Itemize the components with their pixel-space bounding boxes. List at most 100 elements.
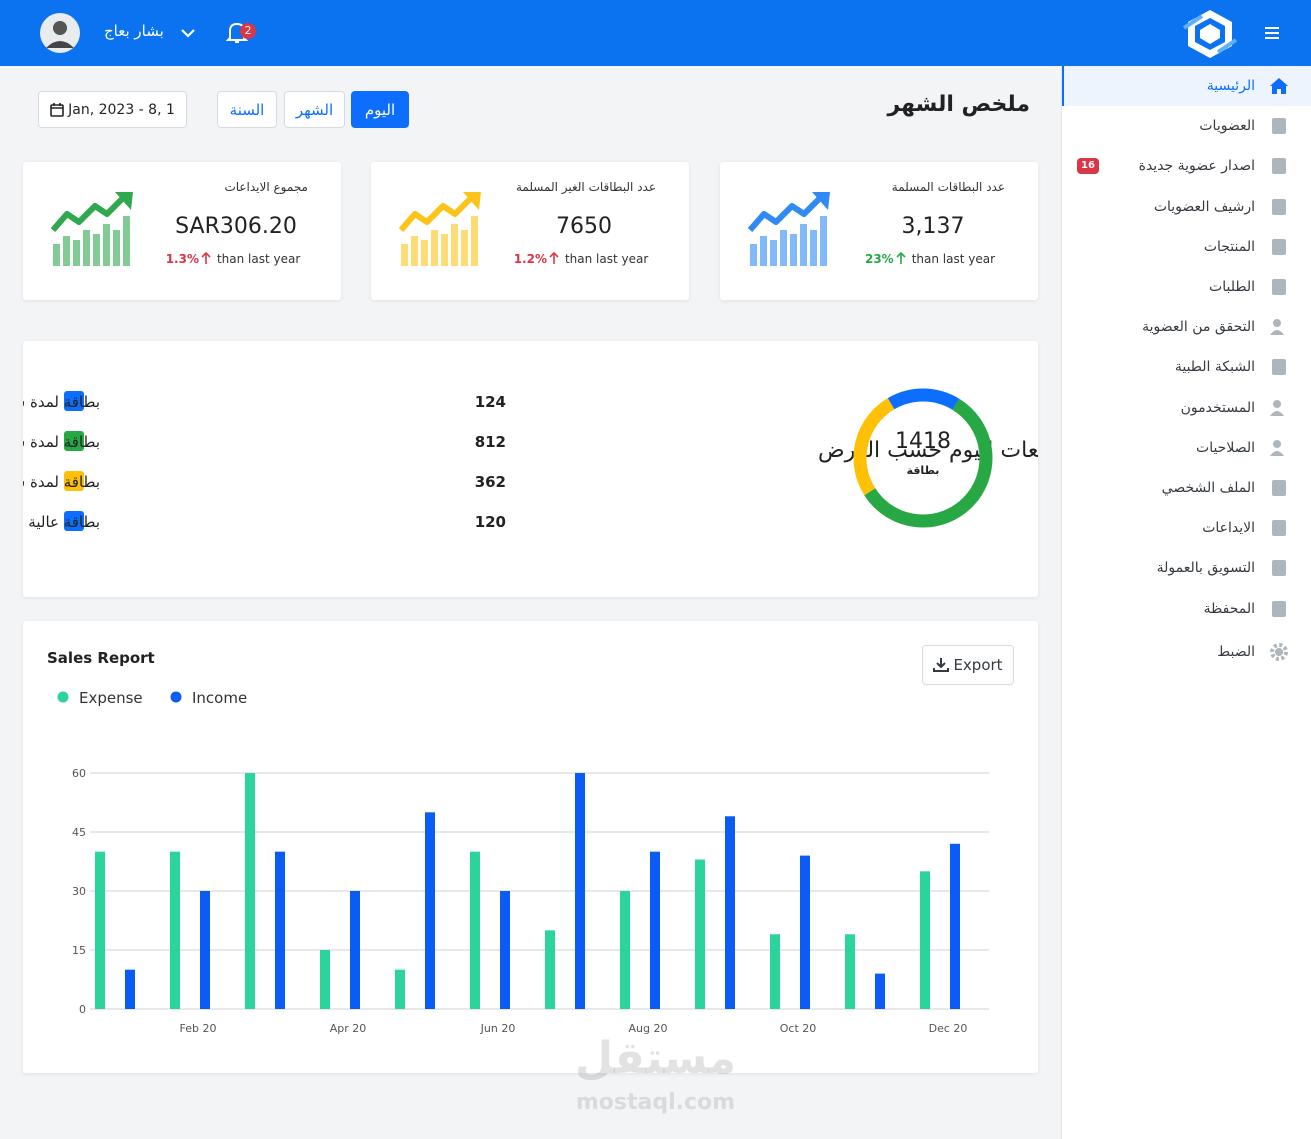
sidebar-item[interactable]: الضبط [1217,644,1255,660]
icon-bar [113,230,120,266]
x-tick-label: Feb 20 [180,1022,217,1035]
period-button[interactable]: الشهر [284,91,345,128]
period-button[interactable]: اليوم [351,91,409,128]
sidebar-item[interactable]: المستخدمون [1180,399,1255,416]
trend-arrow [201,251,211,264]
arrow-shape [549,251,559,264]
icon-trend [748,193,825,232]
bar [920,871,930,1009]
sidebar-icon [1272,118,1286,135]
icon-bar [820,216,827,266]
stat-icon [399,192,481,266]
bar-chart: Sales Report Expense Income 0 15 30 45 60 Feb 20… [47,649,989,1035]
icon-arrowhead [463,192,481,210]
chevron[interactable] [180,26,196,40]
sidebar-icon [1272,279,1286,295]
sidebar-item[interactable]: الايداعات [1202,520,1255,537]
bar [275,851,285,1009]
sidebar-icon [1270,319,1284,336]
x-tick-label: Oct 20 [780,1022,817,1035]
bar [875,973,885,1009]
menu-toggle[interactable] [1264,25,1280,41]
icon-bar [810,230,817,266]
bar [845,934,855,1009]
sidebar-item[interactable]: الشبكة الطبية [1174,359,1255,376]
bar [425,812,435,1009]
stat-note: than last year [564,252,649,266]
icon-bar [73,240,80,266]
icon-shape [1272,198,1286,215]
stat-value: SAR306.20 [175,214,297,239]
icon-bar [103,224,110,266]
sidebar-item[interactable]: التسويق بالعمولة [1156,560,1255,577]
stat-change-row: 23% than last year [850,251,1010,266]
bar [950,843,960,1009]
sidebar-item[interactable]: الرئيسية [1206,78,1255,94]
sidebar-item[interactable]: الصلاحيات [1196,439,1255,456]
sidebar-icon [1272,560,1286,577]
page-title: ملخص الشهر [887,92,1030,117]
legend-value: 812 [475,433,506,451]
notification-badge: 2 [240,23,256,39]
bar [650,851,660,1009]
stat-change: 23% [864,252,894,266]
bar [395,969,405,1009]
legend-label: بطاقة لمدة سنتين ب 300 [23,473,100,491]
icon-bar [53,244,60,266]
sidebar-item[interactable]: الطلبات [1209,279,1255,295]
donut-segment [864,398,993,528]
sidebar-icon [1272,158,1286,175]
bar [620,891,630,1009]
top-bar: بشار بعاج 2 [0,0,1311,66]
date-range[interactable]: Jan, 2023 - 8, 1 [38,91,187,128]
y-tick-label: 45 [72,826,86,839]
sidebar-item[interactable]: المحفظة [1203,600,1255,617]
y-tick-label: 0 [79,1003,86,1016]
period-button[interactable]: السنة [217,91,277,128]
stat-value: 3,137 [901,214,965,239]
bar [350,891,360,1009]
icon-bar [63,236,70,266]
sidebar-item[interactable]: التحقق من العضوية [1142,319,1255,336]
icon-bar [770,240,777,266]
logo[interactable] [1180,8,1240,60]
legend-swatch [64,471,84,491]
sidebar-icon [1272,198,1286,215]
icon-shape [1275,648,1283,656]
stat-value: 7650 [556,214,612,239]
icon-bar [401,244,408,266]
icon-shape [1272,158,1286,175]
sidebar-item[interactable]: ارشيف العضويات [1153,198,1255,215]
icon-arrowhead [812,192,830,210]
stat-change: 1.2% [513,252,547,266]
stat-change: 1.3% [165,252,199,266]
sidebar-icon [1270,78,1288,94]
legend-label: بطاقة لمدة سنة ب 200 [23,393,100,411]
bar [95,851,105,1009]
sidebar-item[interactable]: اصدار عضوية جديدة [1138,158,1255,175]
sidebar-item[interactable]: الملف الشخصي [1161,480,1255,496]
avatar[interactable] [38,12,82,56]
bar [800,855,810,1009]
donut-segment [922,388,960,410]
legend-value: 124 [475,393,506,411]
sidebar-item[interactable]: المنتجات [1203,238,1255,255]
stat-change-row: 1.3% than last year [153,251,313,266]
icon-bar [750,244,757,266]
icon-shape [1272,279,1286,295]
user-name[interactable]: بشار بعاج [104,22,164,40]
trend-arrow [549,251,559,264]
stat-card: مجموع الايداعات SAR306.20 1.3% than last ye… [23,162,341,300]
calendar-icon [50,102,64,117]
donut-total-label: بطاقة [907,464,940,477]
export-button[interactable]: Export [922,645,1014,685]
sidebar-item[interactable]: العضويات [1199,118,1255,135]
icon-shape [1272,359,1286,376]
icon-arrowhead [115,192,133,210]
icon-shape [1272,480,1286,496]
stat-change-row: 1.2% than last year [501,251,661,266]
donut-total: 1418 [895,429,951,454]
sidebar-icon [1272,238,1286,255]
